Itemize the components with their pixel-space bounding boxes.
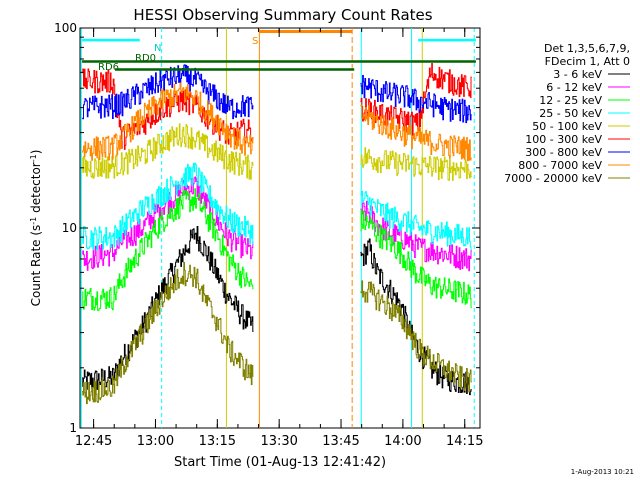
legend-entry-label: 12 - 25 keV <box>539 94 602 107</box>
flag-bars <box>82 30 476 71</box>
series-line-7 <box>360 104 472 162</box>
y-axis-label: Count Rate (s-1 detector-1) <box>29 150 44 307</box>
flag-label-rd6: RD6 <box>98 62 119 73</box>
series-line-6 <box>82 64 254 120</box>
x-tick-label: 13:15 <box>199 434 236 449</box>
y-axis-label-mid: detector <box>29 162 43 217</box>
series-line-8 <box>360 280 472 393</box>
series-line-2 <box>360 209 472 308</box>
legend-entry-label: 6 - 12 keV <box>546 81 602 94</box>
y-axis-label-end: ) <box>29 150 43 155</box>
y-tick-label: 10 <box>62 221 77 235</box>
series-line-1 <box>360 200 472 272</box>
series-line-8 <box>82 262 254 405</box>
legend-header-2: FDecim 1, Att 0 <box>545 55 630 68</box>
y-axis-label-sup1: -1 <box>29 217 38 225</box>
legend-entry-label: 300 - 800 keV <box>525 146 602 159</box>
x-tick-label: 13:00 <box>137 434 174 449</box>
series-line-3 <box>82 162 254 251</box>
x-tick-label: 12:45 <box>75 434 112 449</box>
y-axis-label-sup2: -1 <box>29 154 38 162</box>
series-line-7 <box>82 82 254 161</box>
x-tick-label: 14:15 <box>446 434 483 449</box>
legend: Det 1,3,5,6,7,9, FDecim 1, Att 0 3 - 6 k… <box>504 42 630 185</box>
legend-header-1: Det 1,3,5,6,7,9, <box>544 42 630 55</box>
timestamp: 1-Aug-2013 10:21 <box>571 468 634 476</box>
flag-label-n: N <box>154 43 161 54</box>
flag-label-rd0: RD0 <box>135 53 156 64</box>
legend-entry-label: 800 - 7000 keV <box>518 159 602 172</box>
series-lines <box>82 63 472 405</box>
series-line-6 <box>360 75 472 124</box>
legend-entry-label: 3 - 6 keV <box>553 68 602 81</box>
x-tick-label: 13:30 <box>260 434 297 449</box>
legend-entry-label: 7000 - 20000 keV <box>504 172 602 185</box>
series-line-3 <box>360 190 472 251</box>
axis-ticks: 1 10 100 12:45 13:00 13:15 13:30 13:45 14:00 14:1… <box>54 21 483 449</box>
y-tick-label: 1 <box>69 421 77 435</box>
legend-entry-label: 25 - 50 keV <box>539 107 602 120</box>
y-tick-label: 100 <box>54 21 77 35</box>
x-axis-label: Start Time (01-Aug-13 12:41:42) <box>174 455 386 470</box>
legend-entry-label: 50 - 100 keV <box>532 120 602 133</box>
series-line-4 <box>360 147 472 181</box>
chart-title: HESSI Observing Summary Count Rates <box>133 6 432 24</box>
series-line-5 <box>360 63 472 136</box>
x-tick-label: 13:45 <box>322 434 359 449</box>
series-line-2 <box>82 188 254 311</box>
series-line-4 <box>82 123 254 180</box>
x-tick-label: 14:00 <box>384 434 421 449</box>
flag-label-s: S <box>252 36 258 47</box>
y-axis-label-main: Count Rate (s <box>29 225 43 307</box>
legend-entry-label: 100 - 300 keV <box>525 133 602 146</box>
